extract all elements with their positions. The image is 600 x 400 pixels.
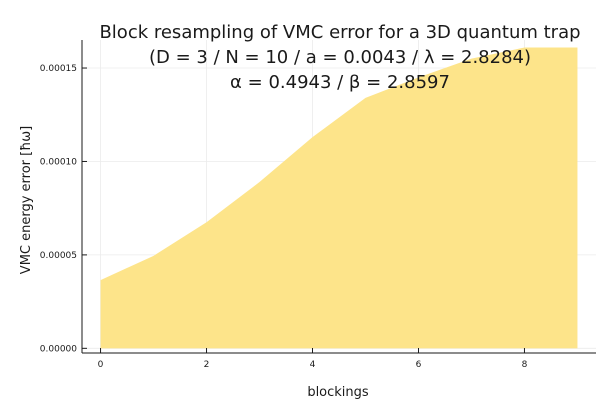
series-area-layer [100,47,578,349]
x-tick-label: 8 [522,360,528,370]
chart-title: Block resampling of VMC error for a 3D q… [99,22,580,93]
y-tick-label: 0.00000 [40,344,77,354]
x-tick-label: 6 [416,360,422,370]
x-tick-label: 2 [204,360,210,370]
x-tick-label: 4 [310,360,316,370]
x-tick-label: 0 [98,360,104,370]
chart-title-line-3: α = 0.4943 / β = 2.8597 [230,72,450,93]
y-axis-label: VMC energy error [ħω] [19,126,34,274]
series-area [100,47,578,349]
axes [81,40,596,354]
ticks [82,67,525,353]
y-tick-label: 0.00005 [40,251,77,261]
chart-title-line-1: Block resampling of VMC error for a 3D q… [99,22,580,43]
chart-title-line-2: (D = 3 / N = 10 / a = 0.0043 / λ = 2.828… [149,47,531,68]
y-tick-label: 0.00015 [40,64,77,74]
tick-labels: 0 2 4 6 8 0.00000 0.00005 0.00010 0.00015 [40,64,528,370]
y-tick-label: 0.00010 [40,157,77,167]
x-axis-label: blockings [307,385,369,400]
